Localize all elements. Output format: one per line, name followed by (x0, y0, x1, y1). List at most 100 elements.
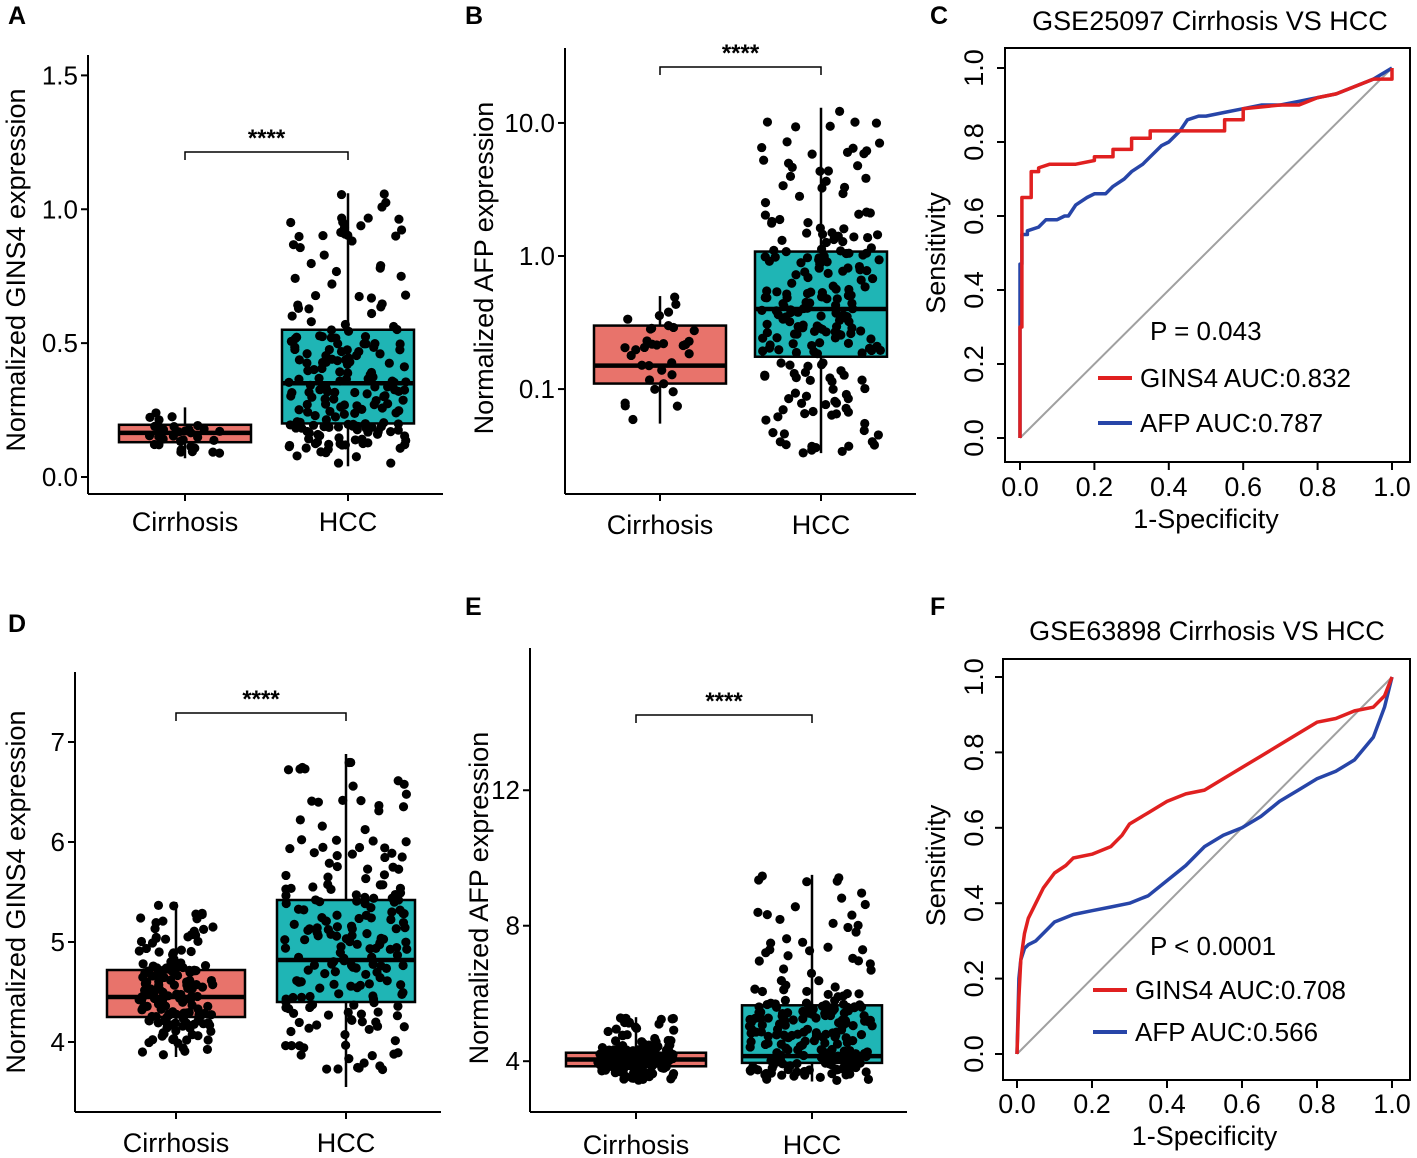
data-point (871, 118, 882, 128)
legend-label-gins4: GINS4 AUC:0.708 (1135, 975, 1346, 1005)
data-point (862, 1049, 872, 1060)
data-point (158, 434, 168, 444)
data-point (197, 908, 207, 918)
data-point (339, 956, 349, 966)
data-point (368, 959, 378, 969)
data-point (294, 405, 304, 415)
y-tick-label: 0.0 (959, 419, 989, 457)
data-point (832, 1075, 842, 1086)
data-point (333, 1064, 343, 1074)
data-point (800, 1036, 810, 1046)
data-point (142, 989, 152, 999)
data-point (364, 979, 374, 989)
data-point (370, 382, 380, 392)
x-axis-label: 1-Specificity (1133, 504, 1279, 534)
data-point (834, 1054, 844, 1064)
x-tick-label-hcc: HCC (319, 507, 378, 537)
data-point (346, 921, 357, 931)
data-point (366, 913, 376, 923)
data-point (775, 214, 785, 225)
data-point (757, 142, 767, 153)
data-point (367, 308, 377, 319)
data-point (171, 1009, 182, 1019)
data-point (783, 158, 794, 168)
data-point (394, 214, 404, 224)
data-point (778, 964, 789, 974)
data-point (350, 387, 360, 398)
data-point (331, 835, 342, 845)
data-point (283, 765, 294, 775)
data-point (858, 945, 868, 955)
data-point (746, 1037, 756, 1047)
data-point (144, 431, 155, 441)
data-point (393, 419, 403, 429)
data-point (296, 1050, 306, 1060)
data-point (214, 448, 225, 458)
data-point (865, 208, 875, 218)
panel-label-d: D (8, 610, 26, 638)
data-point (663, 307, 674, 317)
data-point (180, 1046, 190, 1056)
data-point (610, 1036, 621, 1046)
data-point (398, 908, 408, 919)
x-tick-label-cirrhosis: Cirrhosis (607, 510, 714, 540)
data-point (324, 344, 334, 355)
data-point (800, 1070, 810, 1080)
data-point (644, 1072, 654, 1082)
data-point (801, 998, 812, 1008)
data-point (778, 1059, 788, 1069)
data-point (343, 419, 353, 429)
data-point (138, 959, 148, 969)
data-point (668, 1053, 678, 1064)
data-point (860, 383, 870, 394)
data-point (318, 357, 328, 368)
data-point (203, 1035, 213, 1045)
data-point (379, 870, 390, 880)
data-point (349, 1000, 359, 1010)
data-point (839, 1008, 849, 1018)
data-point (332, 861, 342, 872)
data-point (774, 345, 784, 355)
data-point (318, 230, 328, 241)
data-point (184, 1007, 194, 1018)
roc-curve-gins4 (1015, 676, 1394, 1055)
data-point (203, 1001, 213, 1011)
data-point (835, 106, 845, 116)
data-point (297, 423, 307, 433)
data-point (399, 362, 409, 372)
data-point (289, 919, 299, 929)
data-point (184, 424, 194, 435)
data-point (305, 991, 315, 1002)
data-point (162, 1018, 172, 1028)
data-point (315, 431, 325, 441)
data-point (766, 1056, 776, 1066)
data-point (368, 836, 378, 846)
data-point (293, 952, 304, 962)
data-point (847, 910, 857, 920)
data-point (631, 1023, 642, 1033)
y-tick-label: 0.8 (959, 734, 989, 772)
data-point (286, 336, 296, 346)
data-point (769, 245, 779, 256)
data-point (782, 289, 792, 299)
data-point (147, 971, 157, 981)
data-point (647, 323, 657, 333)
data-point (644, 361, 654, 371)
data-point (305, 380, 316, 390)
data-point (340, 355, 351, 365)
data-point (295, 764, 305, 774)
data-point (784, 394, 794, 404)
data-point (828, 918, 838, 928)
data-point (757, 305, 767, 315)
data-point (336, 942, 346, 952)
data-point (762, 293, 772, 303)
data-point (309, 848, 319, 858)
data-point (394, 386, 404, 397)
data-point (815, 1072, 825, 1083)
data-point (376, 961, 386, 971)
data-point (366, 293, 377, 303)
significance-label: **** (705, 688, 743, 715)
data-point (401, 789, 411, 799)
data-point (344, 1054, 354, 1064)
data-point (802, 877, 812, 887)
